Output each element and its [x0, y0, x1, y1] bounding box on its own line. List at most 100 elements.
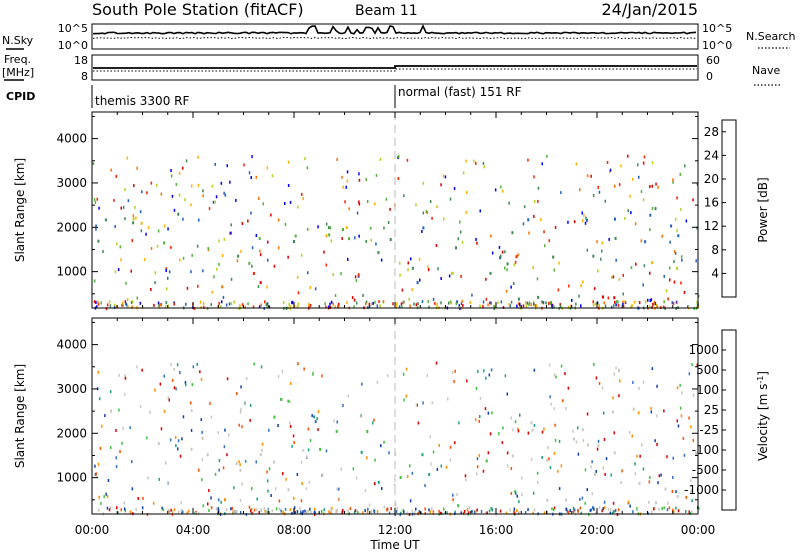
data-cell — [212, 200, 215, 204]
data-cell — [168, 509, 171, 513]
data-cell — [182, 415, 185, 419]
data-cell — [456, 493, 458, 497]
data-cell — [590, 508, 593, 512]
data-cell — [224, 428, 226, 432]
data-cell — [293, 506, 296, 510]
data-cell — [101, 424, 103, 428]
data-cell — [237, 254, 240, 258]
data-cell — [690, 489, 693, 493]
data-cell — [501, 250, 504, 254]
data-cell — [203, 305, 205, 309]
data-cell — [431, 507, 433, 511]
data-cell — [244, 305, 246, 309]
data-cell — [370, 226, 372, 230]
data-cell — [462, 304, 464, 308]
data-cell — [677, 424, 680, 428]
data-cell — [383, 440, 385, 444]
data-cell — [613, 304, 615, 308]
data-cell — [374, 300, 376, 304]
data-cell — [524, 301, 527, 305]
data-cell — [475, 237, 477, 241]
data-cell — [302, 510, 304, 514]
data-cell — [638, 387, 640, 390]
data-cell — [446, 511, 448, 515]
data-cell — [284, 507, 287, 511]
data-cell — [277, 374, 280, 378]
data-cell — [613, 296, 616, 300]
data-cell — [239, 468, 242, 472]
data-cell — [288, 302, 290, 306]
data-cell — [257, 285, 260, 288]
data-cell — [482, 161, 485, 165]
data-cell — [609, 511, 612, 515]
data-cell — [586, 488, 588, 492]
data-cell — [377, 480, 380, 484]
data-cell — [675, 300, 678, 304]
data-cell — [305, 487, 308, 491]
data-cell — [484, 407, 487, 411]
data-cell — [397, 177, 400, 180]
data-cell — [637, 163, 639, 167]
data-cell — [177, 439, 180, 443]
data-cell — [587, 443, 589, 447]
data-cell — [389, 238, 392, 241]
data-cell — [115, 465, 118, 469]
data-cell — [629, 194, 631, 198]
data-cell — [547, 446, 549, 450]
data-cell — [531, 428, 534, 432]
data-cell — [428, 473, 431, 477]
data-cell — [132, 221, 135, 225]
data-cell — [566, 509, 569, 513]
data-cell — [352, 467, 355, 471]
data-cell — [197, 284, 199, 288]
data-cell — [459, 230, 462, 234]
data-cell — [207, 247, 209, 250]
data-cell — [173, 302, 175, 306]
date-label: 24/Jan/2015 — [601, 0, 698, 19]
data-cell — [285, 477, 287, 481]
data-cell — [554, 438, 557, 442]
data-cell — [179, 454, 182, 458]
data-cell — [266, 305, 268, 309]
data-cell — [595, 376, 598, 380]
data-cell — [450, 301, 453, 305]
data-cell — [586, 248, 589, 252]
data-cell — [483, 369, 485, 373]
colorbar-tick-label: -25 — [699, 423, 719, 437]
nave-tick-low: 0 — [706, 70, 713, 83]
data-cell — [516, 304, 518, 308]
data-cell — [406, 511, 409, 515]
data-cell — [230, 223, 232, 227]
data-cell — [578, 294, 580, 298]
data-cell — [645, 300, 647, 304]
data-cell — [95, 224, 97, 228]
data-cell — [399, 476, 402, 479]
cpid-segment-1: themis 3300 RF — [95, 94, 189, 108]
data-cell — [150, 247, 153, 250]
data-cell — [525, 304, 528, 308]
data-cell — [674, 251, 677, 255]
data-cell — [669, 240, 671, 244]
data-cell — [585, 216, 587, 220]
data-cell — [510, 300, 513, 304]
data-cell — [160, 192, 163, 196]
data-cell — [280, 509, 282, 513]
data-cell — [250, 509, 252, 513]
data-cell — [176, 363, 179, 367]
data-cell — [403, 398, 405, 402]
data-cell — [505, 289, 508, 293]
data-cell — [493, 307, 496, 311]
data-cell — [387, 507, 389, 511]
data-cell — [546, 154, 548, 158]
data-cell — [358, 200, 360, 204]
data-cell — [167, 396, 170, 400]
data-cell — [617, 508, 620, 512]
data-cell — [409, 304, 411, 308]
data-cell — [651, 367, 654, 371]
data-cell — [508, 303, 510, 306]
data-cell — [239, 463, 241, 467]
data-cell — [381, 487, 383, 490]
data-cell — [603, 301, 605, 305]
data-cell — [437, 267, 439, 271]
data-cell — [581, 496, 584, 500]
